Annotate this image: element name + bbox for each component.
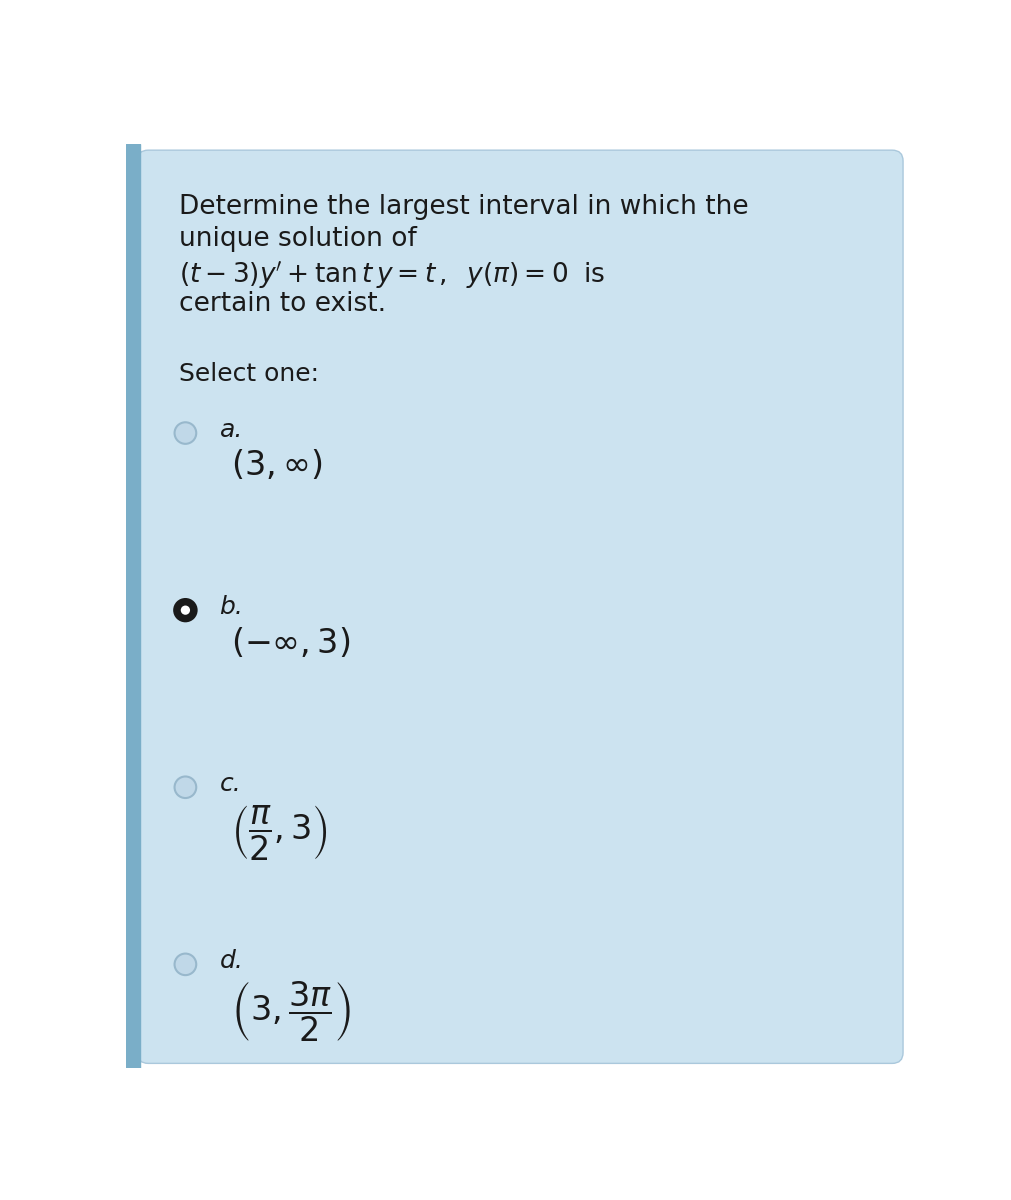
FancyBboxPatch shape — [137, 150, 902, 1063]
Text: certain to exist.: certain to exist. — [179, 292, 386, 317]
Text: b.: b. — [219, 595, 243, 619]
Text: $(3,\infty)$: $(3,\infty)$ — [231, 449, 323, 482]
Text: unique solution of: unique solution of — [179, 227, 417, 252]
Text: a.: a. — [219, 418, 243, 442]
Circle shape — [174, 954, 196, 976]
Circle shape — [174, 776, 196, 798]
Text: $(t - 3)y' +\tan t\, y = t\,,\;\; y(\pi) = 0\;$ is: $(t - 3)y' +\tan t\, y = t\,,\;\; y(\pi)… — [179, 259, 605, 290]
Text: $(-\infty,3)$: $(-\infty,3)$ — [231, 625, 350, 660]
Text: Determine the largest interval in which the: Determine the largest interval in which … — [179, 194, 748, 220]
Text: $\left(3,\dfrac{3\pi}{2}\right)$: $\left(3,\dfrac{3\pi}{2}\right)$ — [231, 979, 352, 1044]
Circle shape — [174, 422, 196, 444]
Text: d.: d. — [219, 949, 243, 973]
Circle shape — [174, 599, 196, 620]
Text: $\left(\dfrac{\pi}{2},3\right)$: $\left(\dfrac{\pi}{2},3\right)$ — [231, 803, 328, 862]
Circle shape — [181, 606, 190, 614]
Text: c.: c. — [219, 772, 241, 796]
Text: Select one:: Select one: — [179, 362, 318, 386]
Bar — [126, 144, 141, 1068]
